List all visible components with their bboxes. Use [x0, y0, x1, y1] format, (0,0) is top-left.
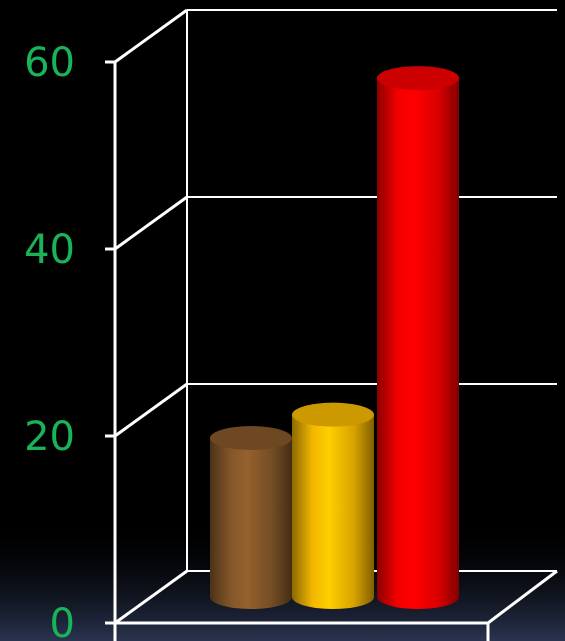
- y-tick-label-60: 60: [24, 40, 75, 86]
- floor-right-line: [487, 569, 558, 625]
- gridline-20: [105, 382, 557, 438]
- bars: [210, 66, 459, 609]
- grid-lines: [105, 8, 558, 641]
- bar-top: [210, 426, 292, 451]
- bar-0: [210, 426, 292, 609]
- gridline-40: [105, 195, 557, 251]
- bar-top: [292, 402, 374, 427]
- y-tick-label-40: 40: [24, 227, 75, 273]
- bar-2: [377, 66, 459, 609]
- y-tick-label-0: 0: [50, 601, 75, 641]
- bar-body: [292, 414, 374, 609]
- bar-body: [210, 438, 292, 609]
- y-axis-tick-labels: 0 20 40 60: [24, 40, 75, 641]
- bar-top: [377, 66, 459, 91]
- gridline-60: [105, 8, 557, 64]
- bar-body: [377, 78, 459, 609]
- y-tick-label-20: 20: [24, 414, 75, 460]
- bar-1: [292, 402, 374, 609]
